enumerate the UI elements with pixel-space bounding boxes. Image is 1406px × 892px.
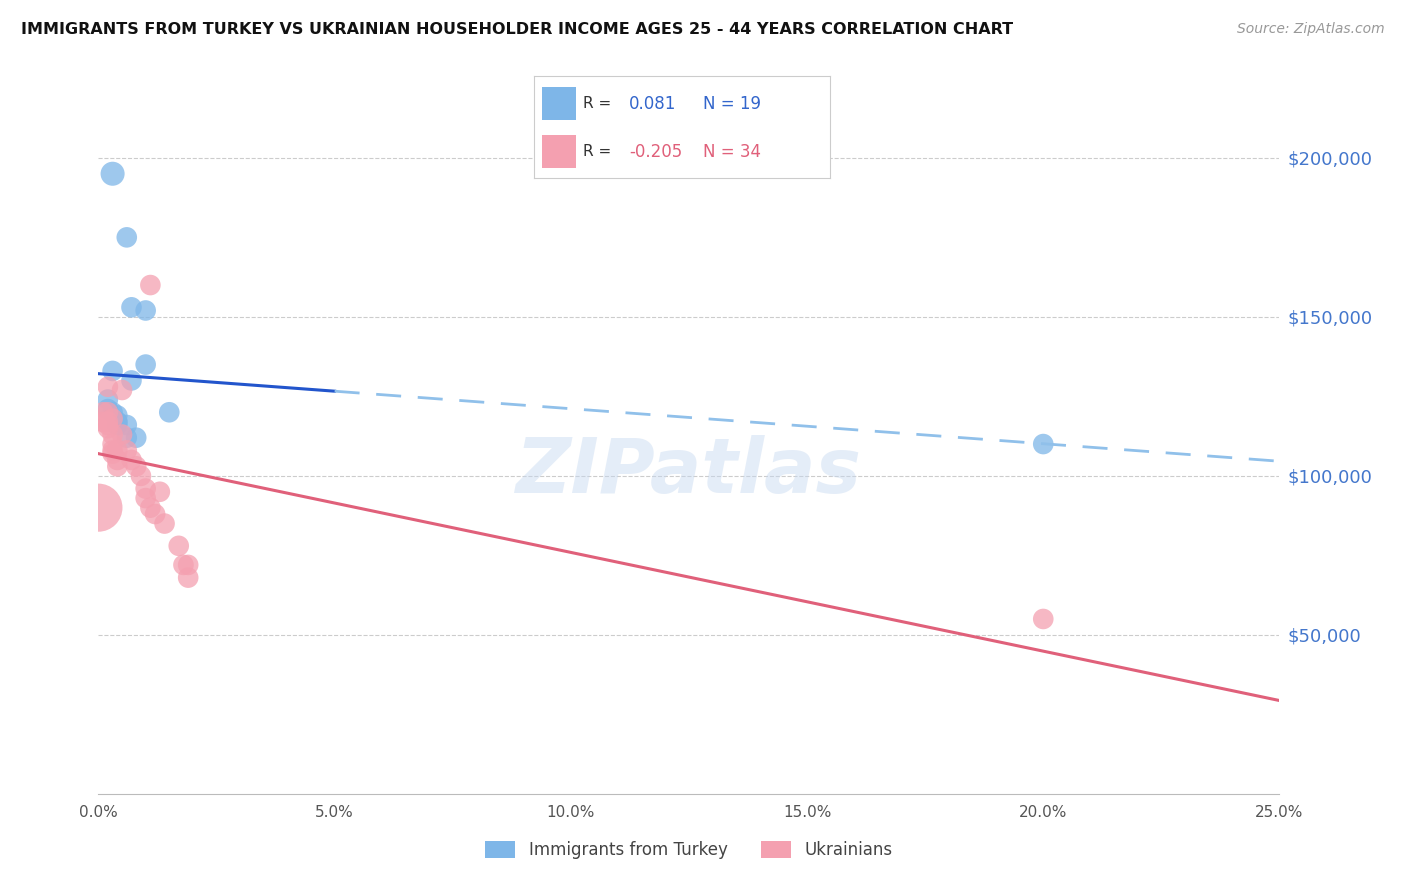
Point (111, 383, 134, 397)
Point (121, 453, 143, 467)
Point (1032, 437, 1054, 451)
Point (101, 364, 124, 378)
Text: 0.081: 0.081 (628, 95, 676, 112)
Point (125, 459, 148, 474)
Point (101, 447, 124, 461)
Point (101, 427, 124, 442)
Point (129, 468, 152, 483)
Point (105, 417, 128, 432)
Point (135, 358, 157, 372)
Point (143, 507, 166, 521)
Point (172, 558, 194, 572)
Point (101, 411, 124, 425)
Text: -0.205: -0.205 (628, 143, 682, 161)
Point (139, 278, 162, 293)
Point (101, 443, 124, 458)
Point (121, 301, 143, 315)
Point (97, 402, 120, 417)
Point (111, 427, 134, 442)
Point (115, 417, 138, 432)
Point (139, 500, 162, 515)
Point (115, 431, 138, 445)
Point (105, 415, 128, 429)
Point (149, 484, 172, 499)
Point (105, 453, 128, 467)
Legend: Immigrants from Turkey, Ukrainians: Immigrants from Turkey, Ukrainians (479, 835, 898, 866)
Point (97, 421, 120, 435)
Text: N = 19: N = 19 (703, 95, 761, 112)
Point (115, 443, 138, 458)
Point (135, 303, 157, 318)
Point (135, 482, 157, 496)
Point (97, 417, 120, 432)
Text: IMMIGRANTS FROM TURKEY VS UKRAINIAN HOUSEHOLDER INCOME AGES 25 - 44 YEARS CORREL: IMMIGRANTS FROM TURKEY VS UKRAINIAN HOUS… (21, 22, 1014, 37)
Point (105, 415, 128, 429)
Point (105, 459, 128, 474)
Text: N = 34: N = 34 (703, 143, 761, 161)
Text: R =: R = (583, 145, 612, 160)
Point (97, 415, 120, 429)
Point (91, 405, 114, 419)
Point (97, 380, 120, 394)
Text: Source: ZipAtlas.com: Source: ZipAtlas.com (1237, 22, 1385, 37)
Point (97, 405, 120, 419)
Text: R =: R = (583, 96, 612, 111)
Point (87, 500, 110, 515)
Point (135, 491, 157, 505)
Bar (541, 136, 575, 168)
Point (101, 167, 124, 181)
Point (115, 230, 138, 244)
Point (101, 437, 124, 451)
Point (125, 431, 148, 445)
Point (1032, 612, 1054, 626)
Point (105, 409, 128, 423)
Point (153, 516, 176, 531)
Point (91, 415, 114, 429)
Point (97, 392, 120, 407)
Bar (541, 87, 575, 120)
Point (101, 405, 124, 419)
Point (105, 443, 128, 458)
Point (177, 571, 200, 585)
Point (177, 558, 200, 572)
Point (167, 539, 190, 553)
Point (157, 405, 180, 419)
Text: ZIPatlas: ZIPatlas (516, 435, 862, 509)
Point (121, 374, 143, 388)
